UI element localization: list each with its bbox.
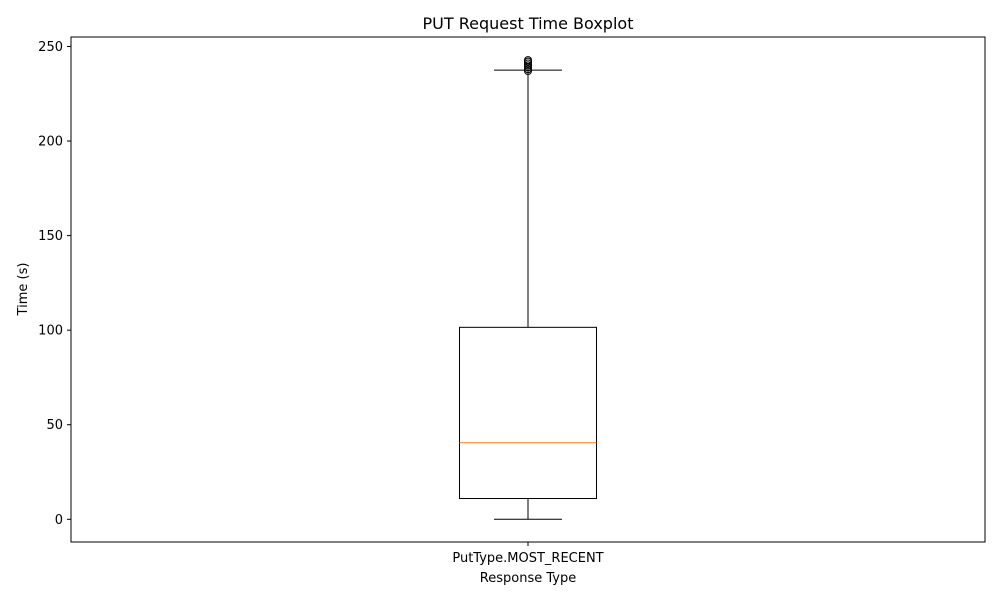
y-tick-label: 250: [38, 40, 63, 55]
chart-title: PUT Request Time Boxplot: [423, 14, 634, 33]
x-tick-label: PutType.MOST_RECENT: [452, 551, 603, 566]
box-series: [459, 56, 597, 520]
y-tick-label: 50: [46, 418, 63, 433]
y-tick-label: 150: [38, 229, 63, 244]
x-axis-label: Response Type: [480, 571, 576, 586]
y-tick-label: 0: [55, 513, 63, 528]
y-tick-label: 100: [38, 324, 63, 339]
y-tick-label: 200: [38, 135, 63, 150]
y-axis-ticks: 0 50 100 150 200 250: [38, 40, 71, 528]
outlier-point: [524, 56, 532, 65]
x-axis-ticks: PutType.MOST_RECENT: [452, 542, 604, 566]
iqr-box: [459, 326, 597, 499]
y-axis-label: Time (s): [16, 263, 31, 317]
